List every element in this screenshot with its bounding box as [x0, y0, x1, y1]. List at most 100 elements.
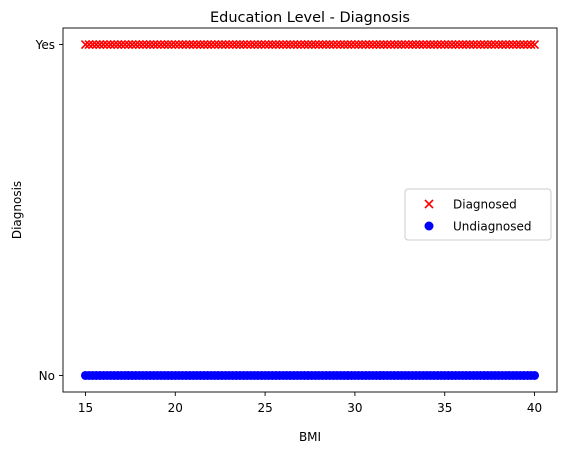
point-diagnosed-89: [400, 39, 410, 50]
point-diagnosed-38: [217, 39, 227, 50]
x-tick-label-4: 35: [437, 401, 452, 415]
point-diagnosed-124: [526, 39, 536, 50]
point-diagnosed-59: [292, 39, 302, 50]
point-diagnosed-60: [296, 39, 306, 50]
point-undiagnosed-125: [530, 370, 540, 380]
point-diagnosed-121: [515, 39, 525, 50]
point-diagnosed-25: [170, 39, 180, 50]
point-diagnosed-119: [508, 39, 518, 50]
point-diagnosed-86: [389, 39, 399, 50]
point-diagnosed-83: [379, 39, 389, 50]
x-tick-label-0: 15: [78, 401, 93, 415]
point-diagnosed-42: [231, 39, 241, 50]
point-diagnosed-85: [386, 39, 396, 50]
point-diagnosed-91: [407, 39, 417, 50]
plot-area-frame: [62, 27, 558, 393]
point-diagnosed-24: [167, 39, 177, 50]
point-diagnosed-107: [465, 39, 475, 50]
point-diagnosed-4: [95, 39, 105, 50]
point-diagnosed-34: [203, 39, 213, 50]
point-diagnosed-14: [131, 39, 141, 50]
legend-label-diagnosed: Diagnosed: [453, 198, 517, 212]
y-axis-ticks: No Yes: [35, 38, 63, 383]
point-diagnosed-41: [228, 39, 238, 50]
point-diagnosed-106: [461, 39, 471, 50]
point-diagnosed-35: [206, 39, 216, 50]
point-diagnosed-72: [339, 39, 349, 50]
point-diagnosed-125: [529, 39, 540, 50]
x-axis-label: BMI: [299, 430, 321, 444]
point-diagnosed-71: [335, 39, 346, 50]
point-diagnosed-37: [213, 39, 223, 50]
point-diagnosed-20: [152, 39, 162, 50]
point-diagnosed-110: [476, 39, 486, 50]
point-diagnosed-75: [350, 39, 360, 50]
point-diagnosed-118: [504, 39, 514, 50]
point-diagnosed-19: [149, 39, 159, 50]
point-diagnosed-69: [328, 39, 338, 50]
point-diagnosed-43: [235, 39, 245, 50]
point-diagnosed-22: [159, 39, 170, 50]
point-diagnosed-30: [188, 39, 198, 50]
point-diagnosed-47: [249, 39, 259, 50]
y-tick-label-1: Yes: [35, 38, 55, 52]
y-axis-label: Diagnosis: [10, 181, 24, 239]
point-diagnosed-55: [278, 39, 288, 50]
point-diagnosed-12: [124, 39, 134, 50]
chart-title: Education Level - Diagnosis: [210, 10, 410, 26]
point-diagnosed-29: [185, 39, 195, 50]
point-diagnosed-64: [310, 39, 320, 50]
point-diagnosed-28: [181, 39, 191, 50]
point-diagnosed-73: [343, 39, 353, 50]
point-diagnosed-7: [106, 39, 116, 50]
point-diagnosed-87: [393, 39, 403, 50]
point-diagnosed-114: [490, 39, 500, 50]
point-diagnosed-67: [321, 39, 331, 50]
point-diagnosed-88: [397, 39, 407, 50]
point-diagnosed-48: [253, 39, 263, 50]
point-diagnosed-102: [447, 39, 457, 50]
point-diagnosed-33: [199, 39, 209, 50]
point-diagnosed-9: [113, 39, 123, 50]
point-diagnosed-26: [174, 39, 184, 50]
point-diagnosed-70: [332, 39, 342, 50]
point-diagnosed-31: [192, 39, 202, 50]
point-diagnosed-76: [353, 39, 364, 50]
point-diagnosed-17: [141, 39, 152, 50]
point-diagnosed-103: [450, 39, 461, 50]
x-tick-label-1: 20: [168, 401, 183, 415]
point-diagnosed-21: [156, 39, 166, 50]
point-diagnosed-97: [429, 39, 439, 50]
point-diagnosed-105: [458, 39, 468, 50]
legend-box: [404, 188, 552, 241]
legend-marker-diagnosed: [424, 199, 434, 209]
point-diagnosed-90: [404, 39, 414, 50]
point-diagnosed-1: [84, 39, 94, 50]
point-diagnosed-62: [303, 39, 313, 50]
point-diagnosed-79: [364, 39, 374, 50]
legend-marker-undiagnosed: [424, 221, 434, 231]
x-axis-ticks: 15 20 25 30 35 40: [78, 392, 542, 415]
point-diagnosed-63: [307, 39, 317, 50]
point-diagnosed-27: [177, 39, 188, 50]
point-diagnosed-120: [512, 39, 522, 50]
x-tick-label-5: 40: [527, 401, 542, 415]
point-diagnosed-44: [238, 39, 249, 50]
point-diagnosed-3: [91, 39, 101, 50]
point-diagnosed-49: [256, 39, 267, 50]
point-diagnosed-115: [494, 39, 504, 50]
point-diagnosed-45: [242, 39, 252, 50]
point-diagnosed-52: [267, 39, 277, 50]
point-diagnosed-46: [246, 39, 256, 50]
y-tick-label-0: No: [39, 369, 55, 383]
point-diagnosed-40: [224, 39, 234, 50]
point-diagnosed-123: [522, 39, 532, 50]
point-diagnosed-94: [418, 39, 428, 50]
point-diagnosed-111: [479, 39, 489, 50]
point-diagnosed-80: [368, 39, 378, 50]
point-diagnosed-0: [80, 39, 91, 50]
point-diagnosed-51: [264, 39, 274, 50]
point-diagnosed-18: [145, 39, 155, 50]
point-diagnosed-16: [138, 39, 148, 50]
point-diagnosed-122: [519, 39, 529, 50]
